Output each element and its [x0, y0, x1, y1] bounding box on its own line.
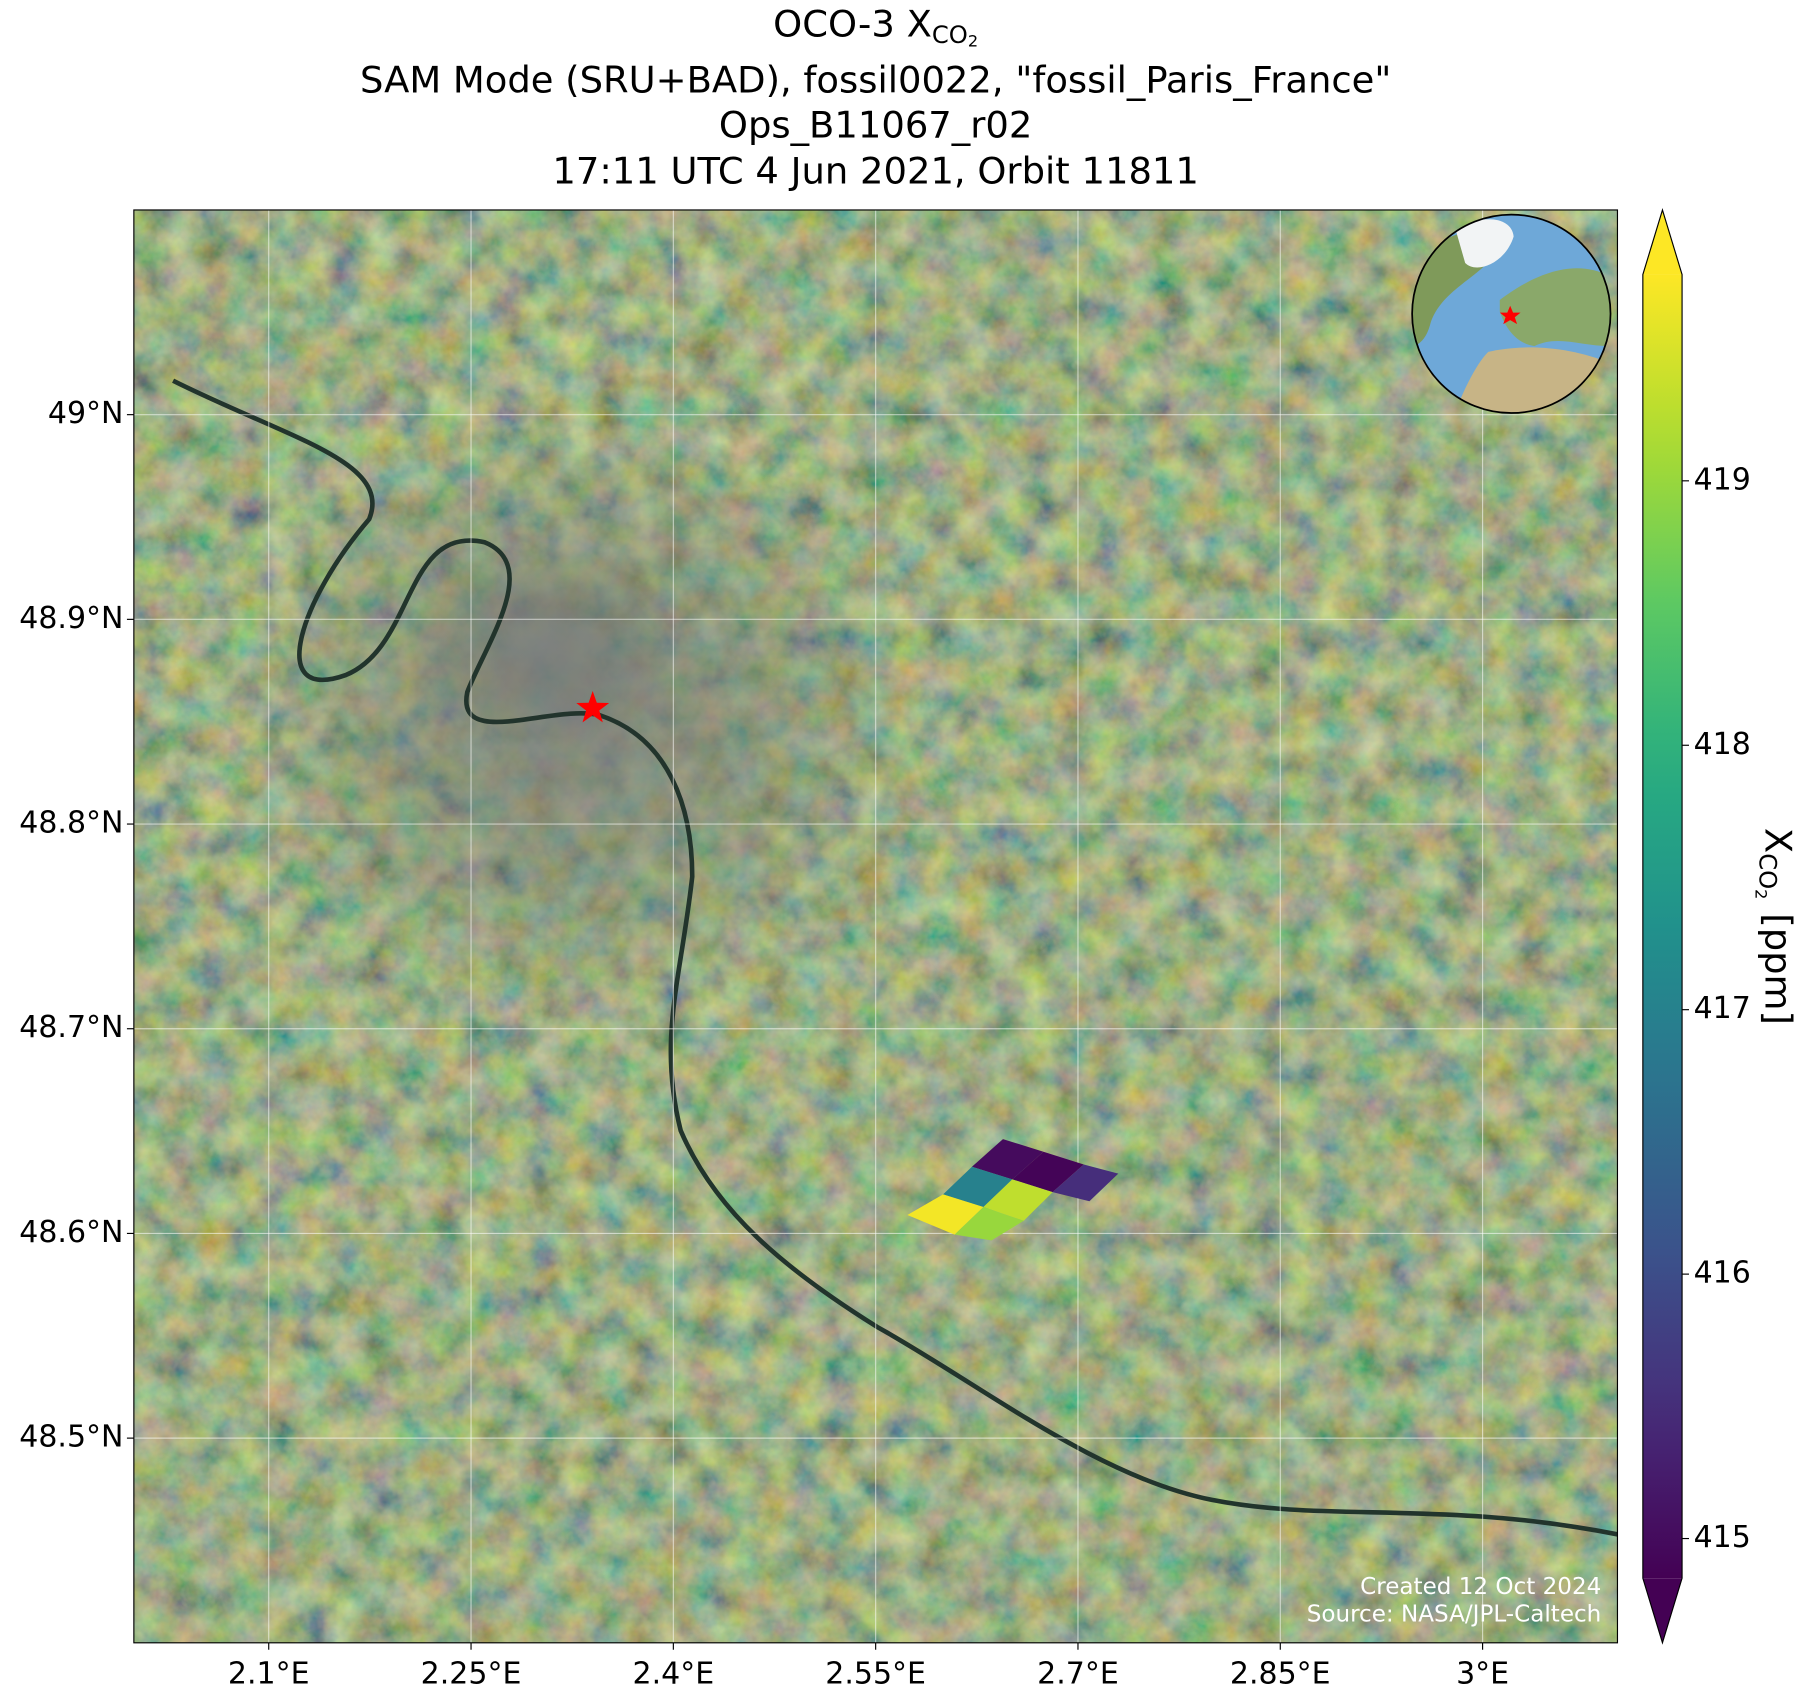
sounding [1012, 1151, 1084, 1193]
x-tick-label: 2.55°E [825, 1657, 926, 1692]
label-unit: [ppm] [1757, 913, 1800, 1025]
land-greenland [1455, 219, 1514, 268]
river [172, 378, 1618, 1537]
colorbar-extend-bottom [1642, 1578, 1683, 1643]
y-tick-label: 48.9°N [19, 601, 123, 636]
globe-marker [1499, 305, 1521, 325]
title-subscript2: 2 [968, 31, 978, 50]
x-tick-label: 2.85°E [1230, 1657, 1331, 1692]
x-tick-label: 2.25°E [421, 1657, 522, 1692]
subtitle: 17:11 UTC 4 Jun 2021, Orbit 11811 [552, 150, 1199, 193]
colorbar-tick-label: 415 [1694, 1520, 1751, 1555]
colorbar: 415 416 417 418 419 [1642, 207, 1751, 1645]
subtitle: Ops_B11067_r02 [719, 103, 1032, 146]
y-tick-label: 48.5°N [19, 1420, 123, 1455]
subtitle: SAM Mode (SRU+BAD), fossil0022, "fossil_… [360, 58, 1391, 101]
label-symbol: X [1757, 828, 1800, 853]
colorbar-tick-label: 419 [1694, 462, 1751, 497]
y-tick-label: 48.8°N [19, 806, 123, 841]
colorbar-outline [1642, 207, 1683, 1645]
colorbar-tick-label: 417 [1694, 991, 1751, 1026]
chart-title: OCO-3 XCO2 [773, 2, 978, 50]
y-tick-label: 49°N [48, 396, 124, 431]
sounding [1052, 1164, 1119, 1202]
x-tick-label: 3°E [1456, 1657, 1509, 1692]
annotation: Source: NASA/JPL-Caltech [1307, 1602, 1602, 1628]
colorbar-tick-label: 416 [1694, 1256, 1751, 1291]
label-subscript2: 2 [1752, 889, 1771, 899]
y-tick-label: 48.6°N [19, 1215, 123, 1250]
colorbar-extend-top [1642, 209, 1683, 275]
urban-core [403, 542, 681, 750]
x-tick-label: 2.7°E [1037, 1657, 1119, 1692]
land-eurasia [1499, 268, 1611, 347]
sounding [983, 1179, 1053, 1221]
title-subscript: CO [932, 21, 968, 49]
site-marker [576, 691, 610, 723]
sounding [971, 1139, 1044, 1180]
sounding [943, 1166, 1013, 1208]
title-text: OCO-3 X [773, 2, 932, 45]
grid [133, 209, 1618, 1643]
soundings [576, 691, 1119, 1241]
colorbar-body [1642, 274, 1683, 1579]
sounding [907, 1194, 984, 1235]
colorbar-tick-label: 418 [1694, 727, 1751, 762]
x-tick-label: 2.1°E [228, 1657, 310, 1692]
x-tick-label: 2.4°E [633, 1657, 715, 1692]
annotation: Created 12 Oct 2024 [1360, 1574, 1601, 1600]
sounding [954, 1207, 1024, 1241]
globe-outline [1411, 213, 1612, 414]
y-tick-label: 48.7°N [19, 1010, 123, 1045]
label-subscript: CO [1753, 853, 1781, 889]
colorbar-label: XCO2 [ppm] [1752, 828, 1800, 1025]
